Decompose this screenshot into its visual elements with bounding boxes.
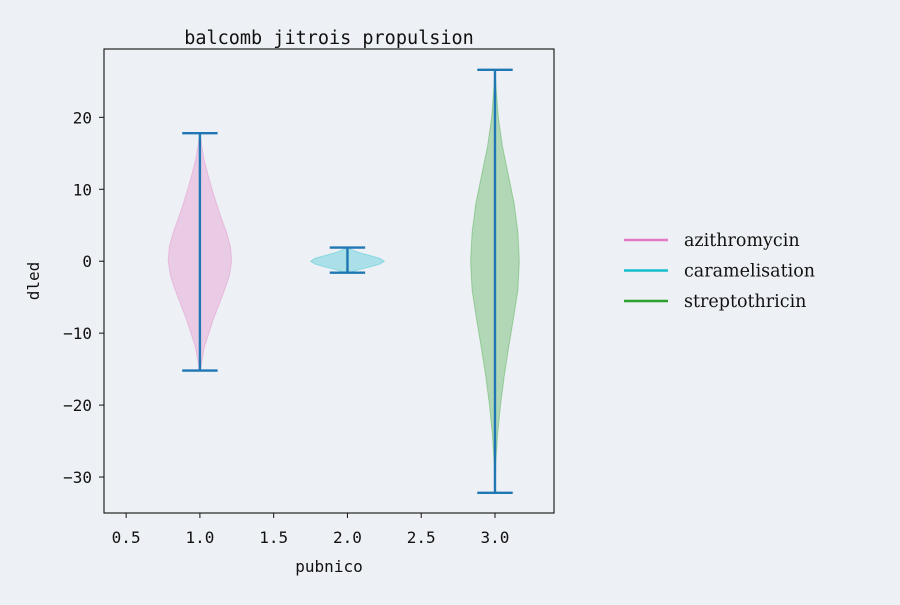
legend-label: caramelisation: [684, 262, 815, 282]
x-tick-label: 2.0: [333, 528, 362, 547]
legend-label: azithromycin: [684, 231, 800, 251]
y-tick-label: −20: [63, 396, 92, 415]
y-tick-label: −10: [63, 324, 92, 343]
y-tick-label: −30: [63, 468, 92, 487]
legend-label: streptothricin: [684, 292, 806, 312]
y-tick-label: 0: [82, 252, 92, 271]
plot-frame: [103, 48, 555, 514]
y-tick-label: 20: [73, 108, 92, 127]
x-axis: 0.5 1.0 1.5 2.0 2.5 3.0: [112, 513, 510, 547]
x-tick-label: 1.5: [259, 528, 288, 547]
x-tick-label: 2.5: [407, 528, 436, 547]
x-tick-label: 0.5: [112, 528, 141, 547]
violins: [167, 69, 520, 494]
violin-stat-lines: [182, 68, 513, 495]
y-axis: −30 −20 −10 0 10 20: [63, 108, 104, 487]
y-axis-label: dled: [24, 262, 43, 301]
y-tick-label: 10: [73, 180, 92, 199]
x-tick-label: 1.0: [185, 528, 214, 547]
x-tick-label: 3.0: [481, 528, 510, 547]
chart-title: balcomb jitrois propulsion: [184, 28, 474, 49]
x-axis-label: pubnico: [295, 557, 362, 576]
legend: azithromycin caramelisation streptothricin: [624, 231, 815, 312]
